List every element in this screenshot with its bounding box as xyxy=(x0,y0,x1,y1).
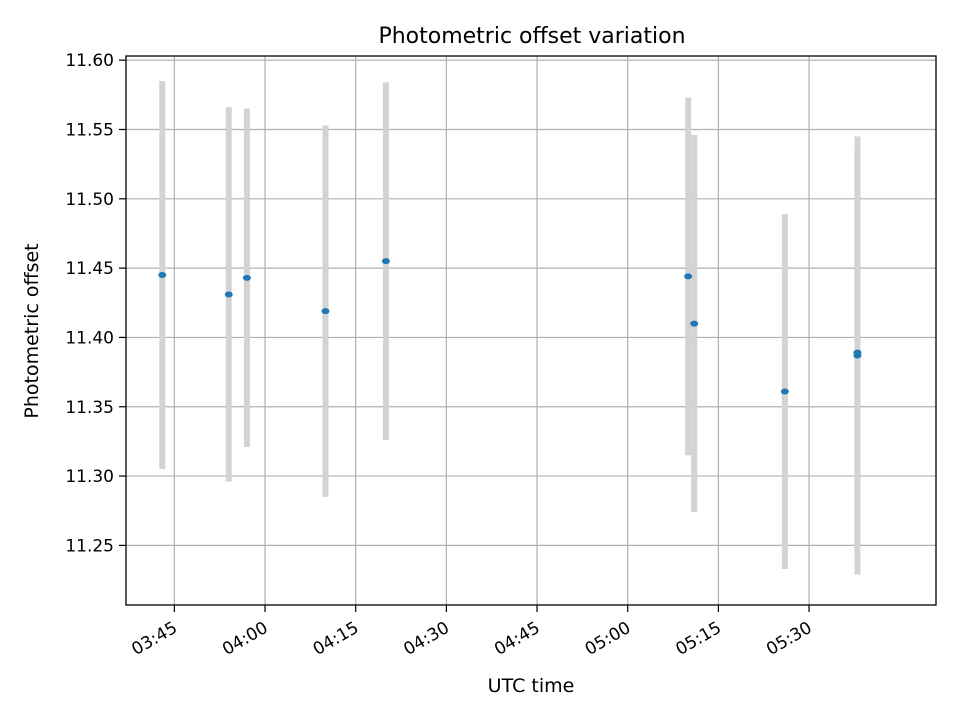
y-tick-label: 11.40 xyxy=(65,328,114,348)
x-tick-label: 05:15 xyxy=(672,618,724,660)
chart-title: Photometric offset variation xyxy=(378,24,685,49)
data-point xyxy=(780,388,789,395)
data-point xyxy=(242,274,251,281)
data-point xyxy=(321,308,330,315)
y-axis-ticks: 11.25 11.30 11.35 11.40 11.45 11.50 11.55 11.60 xyxy=(65,51,126,556)
x-tick-label: 03:45 xyxy=(128,618,180,660)
x-axis-ticks: 03:45 04:00 04:15 04:30 04:45 05:00 05:15 05:30 xyxy=(128,605,816,660)
data-point xyxy=(684,273,693,280)
x-tick-label: 05:00 xyxy=(582,618,634,660)
data-point xyxy=(690,320,699,327)
y-tick-label: 11.60 xyxy=(65,51,114,71)
y-tick-label: 11.45 xyxy=(65,259,114,279)
plot-frame xyxy=(125,55,937,606)
grid xyxy=(126,56,936,605)
x-tick-label: 04:15 xyxy=(310,618,362,660)
y-axis-label: Photometric offset xyxy=(21,243,43,418)
y-tick-label: 11.55 xyxy=(65,120,114,140)
x-tick-label: 04:30 xyxy=(400,618,452,660)
x-tick-label: 04:45 xyxy=(491,618,543,660)
y-tick-label: 11.25 xyxy=(65,536,114,556)
data-points xyxy=(158,258,862,395)
y-tick-label: 11.50 xyxy=(65,190,114,210)
x-axis-label: UTC time xyxy=(488,675,575,697)
x-tick-label: 05:30 xyxy=(763,618,815,660)
data-point xyxy=(158,272,167,279)
y-tick-label: 11.35 xyxy=(65,398,114,418)
errorbars xyxy=(159,80,861,575)
data-point xyxy=(381,258,390,265)
data-point xyxy=(853,349,862,356)
x-tick-label: 04:00 xyxy=(219,618,271,660)
y-tick-label: 11.30 xyxy=(65,467,114,487)
data-point xyxy=(224,291,233,298)
